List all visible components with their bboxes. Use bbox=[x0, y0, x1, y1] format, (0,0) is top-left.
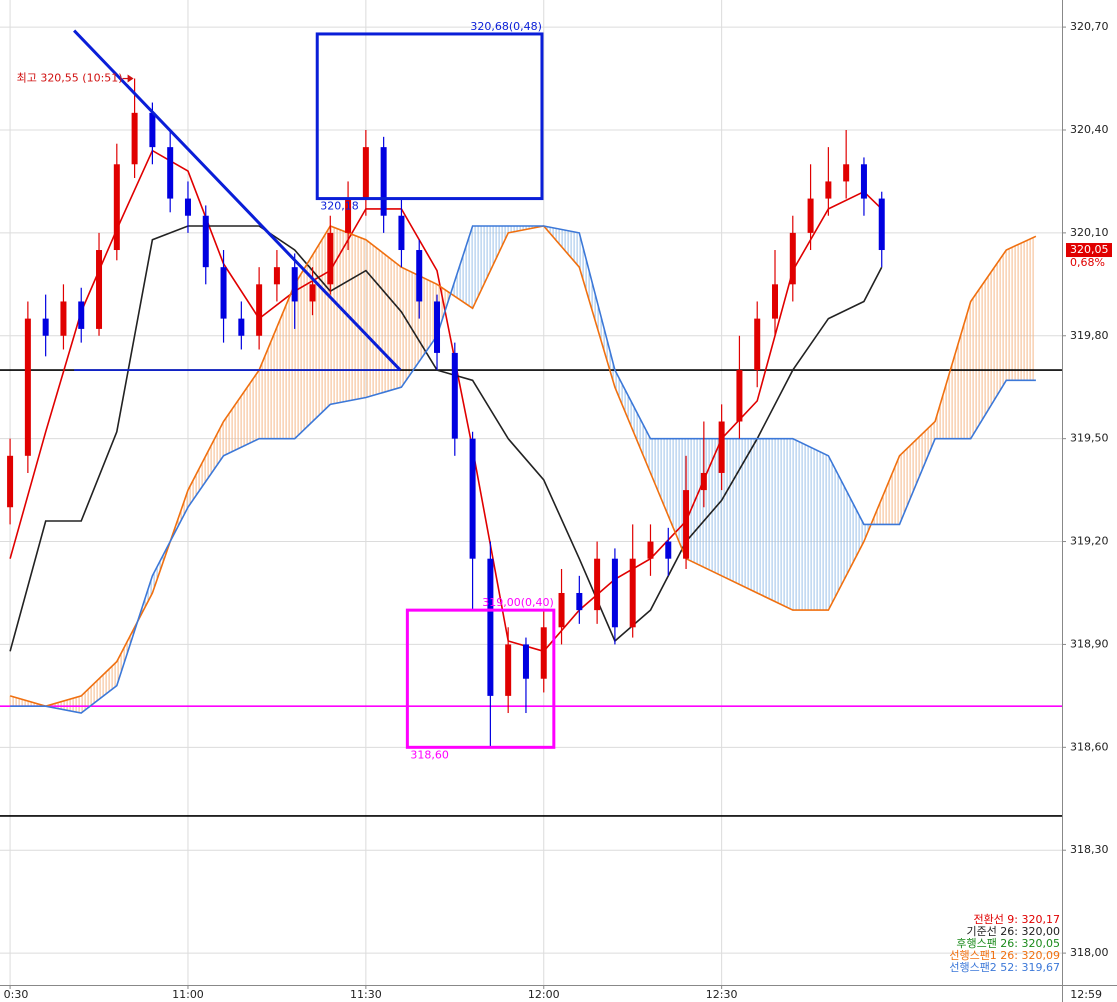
candle-body bbox=[362, 147, 369, 199]
candle-body bbox=[184, 198, 191, 216]
y-tick-label: 320,40 bbox=[1070, 123, 1109, 136]
candle-body bbox=[238, 318, 245, 336]
range-box-bottom-label: 320,18 bbox=[320, 200, 359, 213]
candle-body bbox=[96, 250, 103, 329]
trend-line bbox=[73, 29, 402, 372]
y-tick-label: 318,60 bbox=[1070, 740, 1109, 753]
y-tick-label: 319,80 bbox=[1070, 329, 1109, 342]
candle-body bbox=[60, 301, 67, 336]
candle-body bbox=[772, 284, 779, 319]
indicator-line bbox=[9, 225, 1037, 708]
last-price-box bbox=[1066, 243, 1112, 258]
candle-body bbox=[754, 318, 761, 371]
candle-body bbox=[860, 164, 867, 199]
range-box-top-label: 320,68(0,48) bbox=[470, 20, 542, 33]
candle-body bbox=[594, 558, 601, 611]
y-tick-label: 318,30 bbox=[1070, 843, 1109, 856]
y-tick-label: 318,00 bbox=[1070, 946, 1109, 959]
candle-body bbox=[309, 284, 316, 302]
plot-area bbox=[0, 0, 1062, 985]
candle-body bbox=[24, 318, 31, 456]
candle-body bbox=[451, 352, 458, 439]
legend-entry: 기준선 26: 320,00 bbox=[966, 925, 1060, 938]
candle-body bbox=[825, 181, 832, 199]
candle-body bbox=[878, 198, 885, 251]
legend-entry: 선행스팬1 26: 320,09 bbox=[949, 949, 1060, 962]
candle-body bbox=[647, 541, 654, 559]
candle-body bbox=[327, 232, 334, 285]
candle-body bbox=[291, 267, 298, 302]
high-label: 최고 320,55 (10:51) bbox=[17, 72, 123, 85]
candle-body bbox=[220, 267, 227, 319]
candle-body bbox=[487, 558, 494, 696]
candle-body bbox=[113, 164, 120, 251]
x-tick-label: 11:30 bbox=[350, 988, 382, 1001]
candle-body bbox=[416, 250, 423, 302]
candle-body bbox=[718, 421, 725, 473]
candle-body bbox=[807, 198, 814, 233]
candle-body bbox=[558, 592, 565, 628]
candle-body bbox=[131, 112, 138, 165]
y-tick-label: 319,50 bbox=[1070, 432, 1109, 445]
candle-body bbox=[345, 198, 352, 233]
candle-body bbox=[202, 215, 209, 268]
candle-body bbox=[683, 490, 690, 559]
candle-body bbox=[7, 455, 14, 508]
candle-body bbox=[629, 558, 636, 628]
range-box-top-label: 319,00(0,40) bbox=[482, 596, 554, 609]
range-box bbox=[315, 32, 544, 201]
candle-body bbox=[611, 558, 618, 628]
candle-body bbox=[665, 541, 672, 559]
x-tick-label: 12:30 bbox=[706, 988, 738, 1001]
candle-body bbox=[167, 147, 174, 199]
candle-body bbox=[149, 112, 156, 148]
legend-entry: 후행스팬 26: 320,05 bbox=[956, 937, 1060, 950]
candle-body bbox=[469, 438, 476, 559]
candle-body bbox=[700, 472, 707, 491]
candle-body bbox=[256, 284, 263, 336]
high-arrow-head bbox=[127, 74, 134, 83]
candle-body bbox=[540, 627, 547, 679]
x-last-time-label: 12:59 bbox=[1070, 988, 1102, 1001]
x-tick-label: 0:30 bbox=[4, 988, 29, 1001]
candle-body bbox=[522, 644, 529, 679]
legend-entry: 선행스팬2 52: 319,67 bbox=[949, 961, 1060, 974]
candle-body bbox=[42, 318, 49, 336]
last-price-label: 320,05 bbox=[1070, 243, 1109, 256]
candle-body bbox=[736, 370, 743, 422]
indicator-line bbox=[10, 225, 1036, 714]
candle-body bbox=[789, 232, 796, 285]
y-tick-label: 320,10 bbox=[1070, 226, 1109, 239]
candle-body bbox=[434, 301, 441, 353]
y-tick-label: 319,20 bbox=[1070, 535, 1109, 548]
x-tick-label: 11:00 bbox=[172, 988, 204, 1001]
candle-body bbox=[380, 147, 387, 216]
x-tick-label: 12:00 bbox=[528, 988, 560, 1001]
last-price-change: 0,68% bbox=[1070, 256, 1105, 269]
candle-body bbox=[505, 644, 512, 696]
range-box-bottom-label: 318,60 bbox=[410, 748, 449, 761]
y-tick-label: 318,90 bbox=[1070, 637, 1109, 650]
candle-body bbox=[78, 301, 85, 329]
candle-body bbox=[273, 267, 280, 285]
legend-entry: 전환선 9: 320,17 bbox=[973, 913, 1060, 926]
range-box bbox=[405, 608, 556, 749]
candle-body bbox=[576, 592, 583, 611]
candle-body bbox=[398, 215, 405, 251]
y-tick-label: 320,70 bbox=[1070, 20, 1109, 33]
candle-body bbox=[843, 164, 850, 182]
